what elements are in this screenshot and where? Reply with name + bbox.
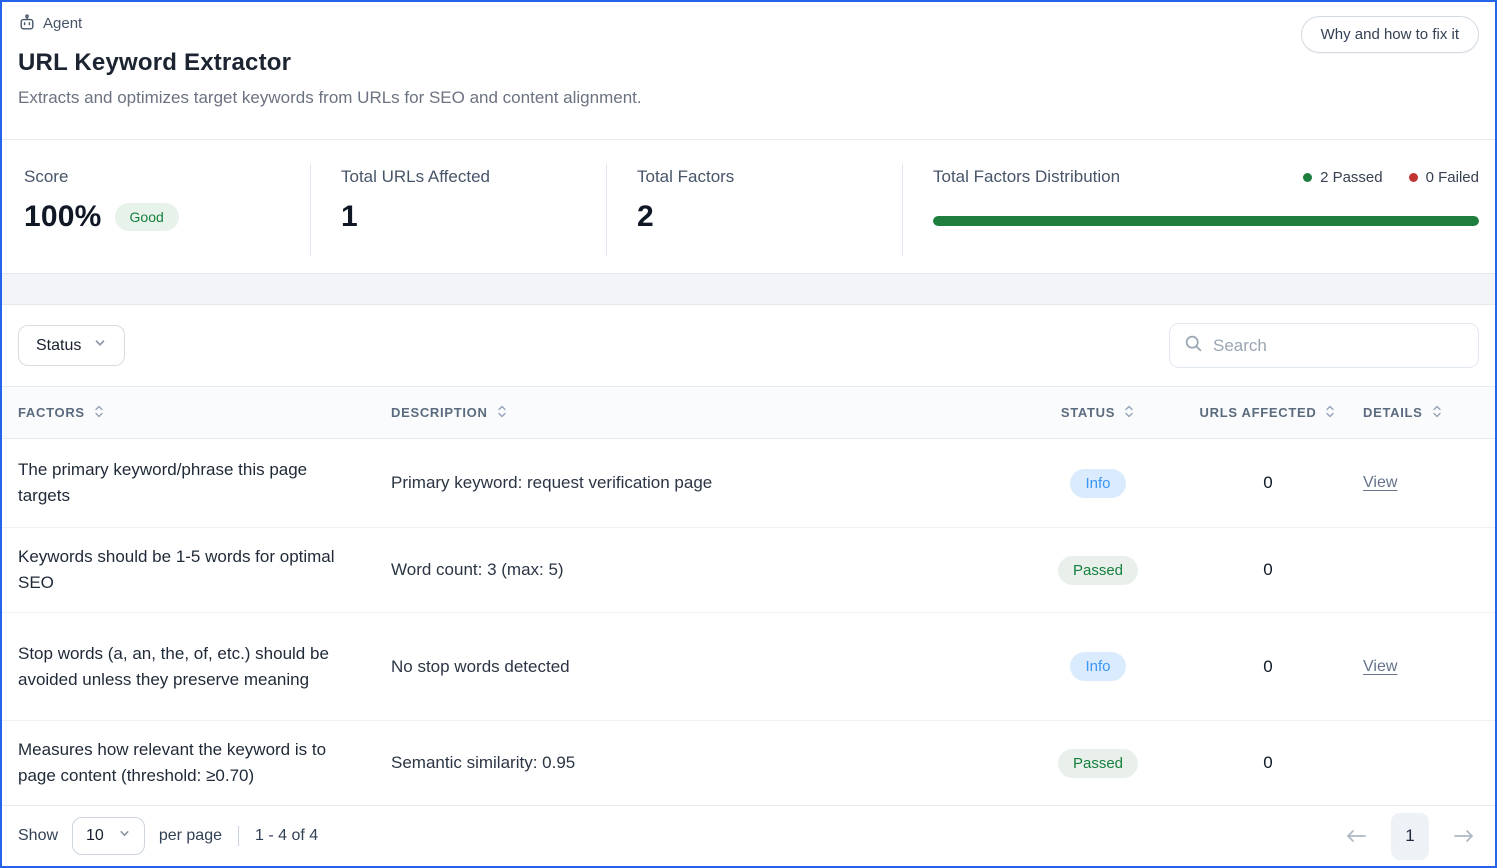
distribution-label: Total Factors Distribution	[933, 167, 1121, 187]
distribution-legend: 2 Passed 0 Failed	[1303, 169, 1479, 186]
description-cell: Primary keyword: request verification pa…	[391, 473, 713, 493]
per-page-label: per page	[158, 827, 222, 845]
sort-icon	[496, 405, 508, 421]
show-label: Show	[18, 827, 59, 845]
column-header-factors[interactable]: Factors	[18, 405, 391, 421]
status-badge: Info	[1070, 468, 1126, 498]
table-header-row: Factors Description Status URLs Affected…	[2, 386, 1495, 440]
distribution-bar	[933, 216, 1479, 227]
urls-affected-cell: 0	[1263, 753, 1273, 773]
urls-affected-cell: 0	[1263, 473, 1273, 493]
table-row: Keywords should be 1-5 words for optimal…	[2, 528, 1495, 614]
table-row: Measures how relevant the keyword is to …	[2, 721, 1495, 805]
urls-affected-cell: 0	[1263, 560, 1273, 580]
status-badge: Passed	[1057, 555, 1139, 585]
column-header-description[interactable]: Description	[391, 405, 1023, 421]
pagination-bar: Show 10 per page 1 - 4 of 4 1	[2, 805, 1495, 866]
status-badge: Info	[1070, 652, 1126, 682]
factors-table: Factors Description Status URLs Affected…	[2, 386, 1495, 805]
sort-icon	[1123, 405, 1135, 421]
passed-legend-label: 2 Passed	[1320, 168, 1383, 186]
search-input[interactable]	[1213, 335, 1464, 356]
legend-passed: 2 Passed	[1303, 169, 1383, 186]
description-cell: Semantic similarity: 0.95	[391, 753, 576, 773]
divider	[238, 826, 239, 847]
previous-page-button[interactable]	[1341, 824, 1371, 848]
table-row: The primary keyword/phrase this page tar…	[2, 439, 1495, 529]
search-icon	[1184, 334, 1203, 358]
legend-failed: 0 Failed	[1408, 168, 1479, 186]
stat-score: Score 100% Good	[18, 164, 310, 255]
total-factors-label: Total Factors	[637, 167, 735, 187]
failed-dot-icon	[1408, 172, 1418, 182]
page-title: URL Keyword Extractor	[18, 49, 292, 76]
total-urls-value: 1	[341, 200, 358, 234]
stat-factors-distribution: Total Factors Distribution 2 Passed 0 Fa…	[902, 164, 1479, 256]
failed-legend-label: 0 Failed	[1425, 168, 1479, 186]
view-details-link[interactable]: View	[1363, 474, 1398, 492]
score-value: 100%	[24, 200, 102, 234]
chevron-down-icon	[93, 336, 107, 355]
status-filter-label: Status	[36, 336, 82, 354]
total-urls-label: Total URLs Affected	[341, 167, 490, 187]
range-label: 1 - 4 of 4	[255, 827, 319, 845]
factor-cell: Keywords should be 1-5 words for optimal…	[18, 547, 335, 593]
why-and-how-to-fix-button[interactable]: Why and how to fix it	[1300, 16, 1479, 53]
description-cell: No stop words detected	[391, 656, 570, 676]
agent-type-label: Agent	[18, 14, 1301, 32]
status-filter-dropdown[interactable]: Status	[18, 325, 126, 367]
robot-icon	[18, 14, 36, 32]
column-header-details[interactable]: Details	[1363, 405, 1479, 421]
score-label: Score	[24, 167, 69, 187]
current-page-button[interactable]: 1	[1391, 812, 1429, 860]
column-header-status[interactable]: Status	[1023, 405, 1173, 421]
sort-icon	[93, 405, 105, 421]
stat-total-urls-affected: Total URLs Affected 1	[310, 164, 606, 256]
sort-icon	[1431, 405, 1443, 421]
page-size-value: 10	[86, 827, 104, 845]
chevron-down-icon	[118, 827, 131, 845]
next-page-button[interactable]	[1449, 824, 1479, 848]
urls-affected-cell: 0	[1263, 656, 1273, 676]
description-cell: Word count: 3 (max: 5)	[391, 560, 564, 580]
distribution-bar-fill	[933, 216, 1479, 227]
filter-bar: Status	[2, 305, 1495, 386]
section-divider-band	[2, 272, 1495, 306]
column-header-urls-affected[interactable]: URLs Affected	[1173, 405, 1363, 421]
page-size-select[interactable]: 10	[72, 817, 145, 856]
sort-icon	[1324, 405, 1336, 421]
factor-cell: Stop words (a, an, the, of, etc.) should…	[18, 643, 329, 689]
stat-total-factors: Total Factors 2	[606, 164, 902, 256]
search-box[interactable]	[1169, 323, 1479, 369]
status-badge: Passed	[1057, 748, 1139, 778]
header: Agent URL Keyword Extractor Extracts and…	[2, 2, 1495, 141]
view-details-link[interactable]: View	[1363, 657, 1398, 675]
passed-dot-icon	[1303, 172, 1313, 182]
stats-bar: Score 100% Good Total URLs Affected 1 To…	[2, 140, 1495, 256]
factor-cell: The primary keyword/phrase this page tar…	[18, 460, 308, 506]
page-subtitle: Extracts and optimizes target keywords f…	[18, 88, 642, 107]
table-row: Stop words (a, an, the, of, etc.) should…	[2, 613, 1495, 722]
total-factors-value: 2	[637, 200, 654, 234]
factor-cell: Measures how relevant the keyword is to …	[18, 740, 327, 786]
agent-label: Agent	[43, 14, 83, 32]
score-status-badge: Good	[114, 203, 179, 232]
